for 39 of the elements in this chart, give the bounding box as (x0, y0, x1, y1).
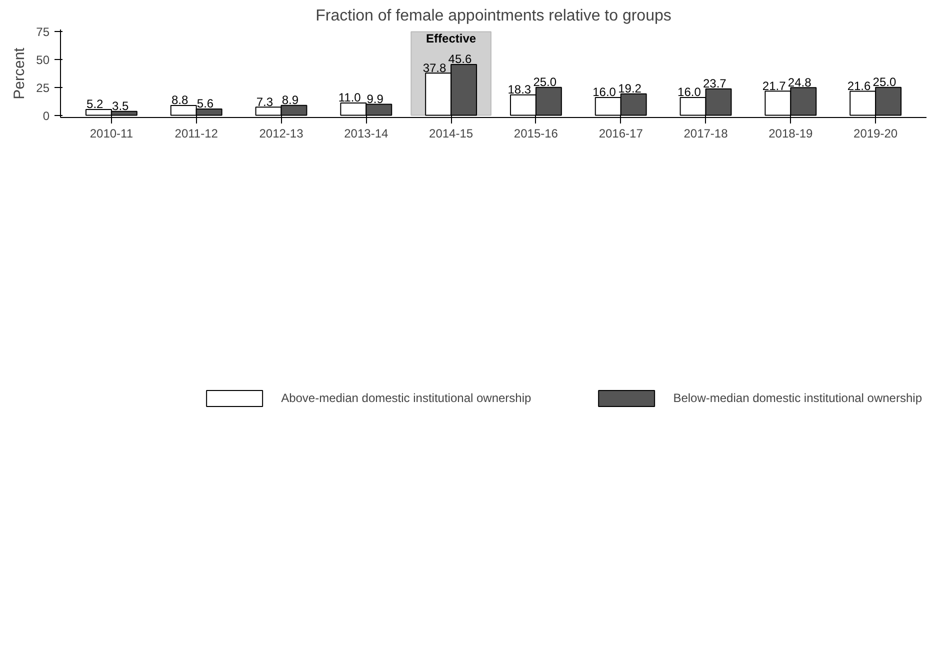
y-tick-label: 25 (36, 80, 50, 95)
data-label: 19.2 (618, 82, 642, 96)
legend-label: Above-median domestic institutional ownership (281, 391, 532, 405)
x-tick-label: 2018-19 (768, 126, 814, 140)
y-tick-label: 50 (36, 53, 50, 68)
x-tick-label: 2011-12 (174, 126, 218, 140)
data-label: 8.9 (282, 93, 299, 108)
x-tick-label: 2014-15 (429, 126, 474, 140)
x-tick-label: 2016-17 (598, 126, 644, 140)
data-label: 23.7 (702, 76, 727, 91)
x-tick-label: 2019-20 (854, 126, 898, 140)
x-tick-label: 2017-18 (684, 126, 728, 140)
x-tick-label: 2013-14 (344, 126, 388, 140)
data-label: 21.7 (762, 78, 786, 93)
data-label: 21.6 (847, 78, 872, 93)
data-label: 16.0 (678, 85, 702, 100)
data-label: 18.3 (508, 82, 532, 97)
y-axis-title: Percent (11, 46, 28, 100)
y-tick-label: 75 (36, 25, 50, 40)
chart-title: Fraction of female appointments relative to groups (316, 8, 672, 24)
data-label: 25.0 (533, 75, 557, 90)
data-label: 7.3 (256, 94, 274, 109)
y-tick-label: 0 (42, 108, 50, 123)
data-label: 5.6 (196, 96, 214, 111)
legend-label: Below-median domestic institutional ownership (673, 391, 922, 405)
data-label: 25.0 (872, 75, 896, 90)
data-label: 3.5 (112, 99, 130, 114)
x-tick-label: 2012-13 (259, 126, 304, 140)
data-label: 5.2 (86, 97, 104, 112)
data-label: 11.0 (338, 90, 362, 105)
x-tick-label: 2015-16 (514, 126, 558, 140)
data-label: 16.0 (592, 85, 616, 100)
data-label: 37.8 (422, 60, 446, 75)
data-label: 24.8 (788, 75, 812, 90)
band-label: Effective (426, 31, 476, 46)
data-label: 45.6 (448, 52, 472, 66)
data-label: 8.8 (171, 93, 188, 108)
x-tick-label: 2010-11 (90, 126, 134, 140)
data-label: 9.9 (366, 92, 384, 106)
